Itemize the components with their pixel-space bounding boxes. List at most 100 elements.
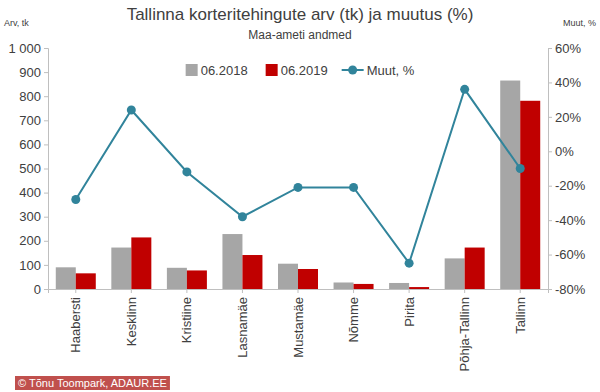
y2-tick: 0%: [548, 144, 574, 159]
y2-tick-label: 0%: [555, 144, 574, 159]
y-tick: 600: [19, 137, 48, 152]
y-tick: 800: [19, 89, 48, 104]
y-tick: 700: [19, 113, 48, 128]
x-tick-label: Nõmme: [346, 297, 361, 343]
y-tick: 100: [19, 258, 48, 273]
annotation: © Tõnu Toompark, ADAUR.EE: [18, 377, 167, 389]
y-axis-line: [44, 49, 49, 290]
y2-tick-mark: [548, 151, 552, 152]
legend-item: 06.2019: [266, 63, 328, 78]
y-tick-mark: [44, 241, 48, 242]
y-tick-mark: [44, 169, 48, 170]
bar: [409, 287, 429, 289]
y2-tick: 40%: [548, 75, 581, 90]
x-tick-label: Kesklinn: [124, 297, 139, 346]
legend-label: Muut, %: [367, 63, 415, 78]
x-tick-mark: [186, 289, 187, 293]
y2-tick: -60%: [548, 247, 586, 262]
x-tick-mark: [464, 289, 465, 293]
marks: [56, 81, 540, 289]
x-tick-mark: [298, 289, 299, 293]
x-tick-label: Lasnamäe: [235, 297, 250, 358]
y-tick: 0: [34, 282, 48, 297]
marker: [182, 167, 191, 176]
x-axis: Haabersti Kesklinn Kristiine Lasnamäe Mustam…: [49, 289, 549, 371]
x-tick: Tallinn: [513, 289, 528, 334]
x-tick: Nõmme: [346, 289, 361, 343]
y-axis: 0 100 200 300 400 500 600 700 800 900 1 000: [8, 41, 48, 297]
x-tick-mark: [409, 289, 410, 293]
marker: [127, 105, 136, 114]
bar: [520, 101, 540, 289]
y-tick-mark: [44, 265, 48, 266]
legend-item: 06.2018: [186, 63, 248, 78]
y-tick-label: 100: [19, 258, 41, 273]
marker: [349, 183, 358, 192]
bar: [389, 283, 409, 289]
y2-tick-mark: [548, 186, 552, 187]
x-tick-mark: [520, 289, 521, 293]
y-tick-mark: [44, 72, 48, 73]
bar: [222, 234, 242, 289]
y-tick-mark: [44, 289, 48, 290]
y-tick-label: 500: [19, 161, 41, 176]
y-tick-label: 400: [19, 185, 41, 200]
y-tick-mark: [44, 96, 48, 97]
bar: [354, 284, 374, 289]
marker: [460, 85, 469, 94]
y-tick-label: 900: [19, 65, 41, 80]
y-tick: 300: [19, 209, 48, 224]
legend-label: 06.2018: [201, 63, 248, 78]
y2-tick: 20%: [548, 110, 581, 125]
y2-tick-label: 60%: [555, 41, 581, 56]
y-tick-mark: [44, 48, 48, 49]
bar: [76, 273, 96, 289]
legend-label: 06.2019: [281, 63, 328, 78]
y-tick-mark: [44, 120, 48, 121]
y-tick-label: 800: [19, 89, 41, 104]
y-tick-label: 1 000: [8, 41, 41, 56]
legend-item: Muut, %: [342, 63, 415, 78]
y2-axis-title: Muut, %: [563, 18, 596, 28]
bar: [298, 269, 318, 289]
bar: [167, 268, 187, 289]
y2-tick-label: -20%: [555, 178, 586, 193]
marker: [294, 183, 303, 192]
bar: [334, 282, 354, 289]
y-tick-label: 600: [19, 137, 41, 152]
y-axis-title: Arv, tk: [4, 18, 29, 28]
y-tick-label: 300: [19, 209, 41, 224]
marker: [71, 195, 80, 204]
x-tick: Haabersti: [68, 289, 83, 353]
x-tick-mark: [75, 289, 76, 293]
subtitle: Maa-ameti andmed: [248, 28, 351, 42]
x-tick: Lasnamäe: [235, 289, 250, 358]
y-tick-mark: [44, 144, 48, 145]
y-tick-mark: [44, 193, 48, 194]
bar: [465, 248, 485, 289]
x-axis-line: [49, 290, 549, 294]
y2-tick-mark: [548, 255, 552, 256]
marker: [405, 259, 414, 268]
y2-tick-label: -80%: [555, 282, 586, 297]
y-tick: 1 000: [8, 41, 48, 56]
annotation-background: [15, 376, 170, 390]
y2-tick: -20%: [548, 178, 586, 193]
legend-symbol: [266, 64, 278, 76]
x-tick: Kristiine: [179, 289, 194, 343]
y-tick-label: 200: [19, 233, 41, 248]
y-tick-label: 700: [19, 113, 41, 128]
legend-marker: [348, 66, 357, 75]
bar: [500, 81, 520, 289]
x-tick-label: Põhja-Tallinn: [457, 297, 472, 371]
y2-axis-line: [549, 49, 553, 290]
y2-tick-label: -40%: [555, 213, 586, 228]
y2-tick: -80%: [548, 282, 586, 297]
x-tick: Pirita: [402, 289, 417, 327]
legend-symbol: [186, 64, 198, 76]
bar: [111, 248, 131, 289]
y2-tick: -40%: [548, 213, 586, 228]
x-tick: Mustamäe: [291, 289, 306, 358]
x-tick-label: Tallinn: [513, 297, 528, 334]
title: Tallinna korteritehingute arv (tk) ja mu…: [127, 5, 474, 24]
